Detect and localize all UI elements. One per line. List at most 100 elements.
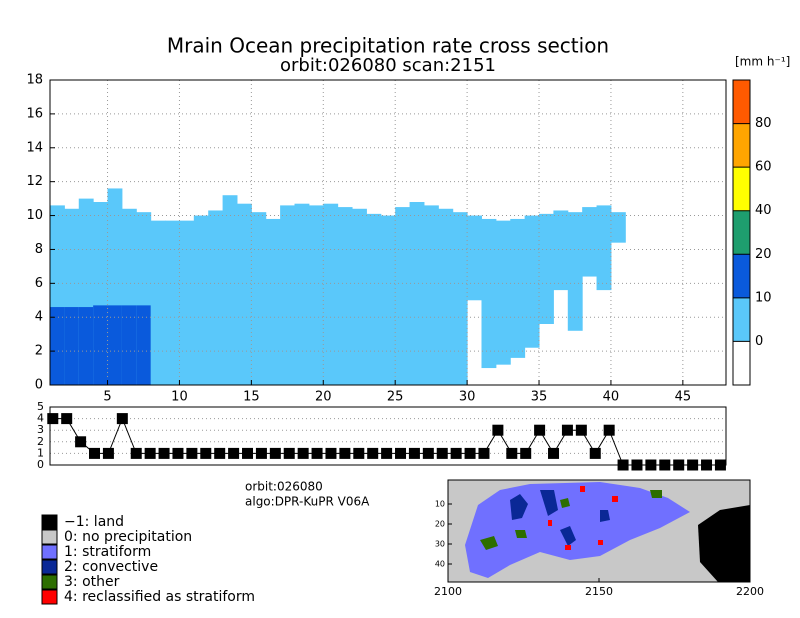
x-tick-label: 10	[171, 390, 188, 405]
colorbar-segment	[733, 210, 750, 255]
legend-swatch	[41, 529, 58, 545]
rain-type-marker	[172, 447, 184, 459]
legend-label: −1: land	[64, 514, 124, 530]
map-x-tick-label: 2150	[585, 585, 613, 598]
echo-column	[495, 220, 511, 365]
colorbar-segment	[733, 123, 750, 168]
echo-column	[294, 203, 310, 385]
rain-type-marker	[603, 424, 615, 436]
rain-type-marker	[492, 424, 504, 436]
colorbar-segment	[733, 254, 750, 298]
rain-type-marker	[186, 447, 198, 459]
rain-type-marker	[353, 447, 365, 459]
plot-frame	[49, 406, 727, 466]
x-tick-label: 30	[459, 390, 476, 405]
rain-type-marker	[242, 447, 254, 459]
rain-type-marker	[478, 447, 490, 459]
convective-column	[50, 307, 65, 385]
echo-column	[553, 210, 569, 291]
rain-type-marker	[575, 424, 587, 436]
echo-column	[539, 213, 554, 324]
echo-column	[582, 207, 598, 277]
legend-swatch	[41, 574, 58, 590]
echo-column	[251, 212, 267, 385]
rain-type-marker	[325, 447, 337, 459]
x-tick-label: 20	[315, 390, 332, 405]
rain-type-marker	[548, 447, 560, 459]
map-x-tick-label: 2200	[736, 585, 764, 598]
legend-label: 4: reclassified as stratiform	[64, 589, 255, 605]
x-tick-label: 25	[387, 390, 404, 405]
legend-swatch	[41, 559, 58, 575]
y-tick-label: 16	[26, 106, 43, 121]
rain-type-marker	[617, 459, 629, 471]
x-tick-label: 35	[531, 390, 548, 405]
colorbar-segment	[733, 167, 750, 211]
rain-type-marker	[422, 447, 434, 459]
echo-column	[165, 220, 180, 385]
rain-type-marker	[75, 436, 87, 448]
y-tick-label: 0	[37, 458, 44, 471]
info-orbit: orbit:026080	[245, 480, 323, 494]
rain-type-marker	[687, 459, 699, 471]
y-tick-label: 5	[37, 400, 44, 413]
y-tick-label: 4	[37, 412, 44, 425]
rain-type-marker	[408, 447, 420, 459]
colorbar-tick-label: 80	[755, 116, 772, 131]
rain-type-marker	[130, 447, 142, 459]
legend-swatch	[41, 589, 58, 605]
legend-label: 0: no precipitation	[64, 529, 192, 545]
rain-type-marker	[673, 459, 685, 471]
plot-frame	[49, 79, 727, 386]
rain-type-marker	[714, 459, 726, 471]
rain-type-marker	[89, 447, 101, 459]
echo-column	[596, 205, 612, 291]
echo-column	[524, 215, 540, 348]
rain-type-marker	[102, 447, 114, 459]
rain-type-marker	[534, 424, 546, 436]
echo-column	[208, 210, 224, 385]
colorbar-tick-label: 20	[755, 247, 772, 262]
echo-column	[409, 202, 425, 385]
rain-type-marker	[381, 447, 393, 459]
x-tick-label: 5	[103, 390, 111, 405]
echo-column	[567, 212, 583, 331]
y-tick-label: 6	[35, 276, 43, 291]
convective-column	[121, 305, 137, 385]
colorbar-tick-label: 60	[755, 160, 772, 175]
rain-type-marker	[561, 424, 573, 436]
map-other	[480, 490, 662, 550]
y-tick-label: 2	[37, 435, 44, 448]
echo-column	[150, 220, 166, 385]
colorbar-unit: [mm h⁻¹]	[735, 55, 790, 69]
y-tick-label: 18	[26, 73, 43, 88]
rain-type-marker	[701, 459, 713, 471]
map-x-tick-label: 2100	[434, 585, 462, 598]
map-convective	[510, 490, 610, 546]
map-y-tick-label: 40	[435, 560, 445, 569]
echo-column	[265, 218, 281, 385]
rain-type-marker	[436, 447, 448, 459]
rain-type-marker	[158, 447, 170, 459]
rain-type-marker	[255, 447, 267, 459]
convective-column	[107, 305, 123, 385]
convective-column	[93, 305, 109, 385]
convective-column	[64, 307, 80, 385]
echo-column	[467, 215, 482, 301]
echo-column	[236, 203, 252, 385]
echo-column	[179, 220, 195, 385]
map-land	[698, 505, 750, 582]
rain-type-marker	[214, 447, 226, 459]
map-y-tick-label: 20	[435, 520, 445, 529]
title: Mrain Ocean precipitation rate cross sec…	[167, 34, 609, 58]
rain-type-marker	[450, 447, 462, 459]
x-tick-label: 45	[675, 390, 692, 405]
rain-type-marker	[589, 447, 601, 459]
y-tick-label: 12	[26, 174, 43, 189]
legend-label: 1: stratiform	[64, 544, 151, 560]
y-tick-label: 3	[37, 423, 44, 436]
info-algo: algo:DPR-KuPR V06A	[245, 495, 370, 509]
y-tick-label: 0	[35, 378, 43, 393]
colorbar-segment	[733, 341, 750, 385]
